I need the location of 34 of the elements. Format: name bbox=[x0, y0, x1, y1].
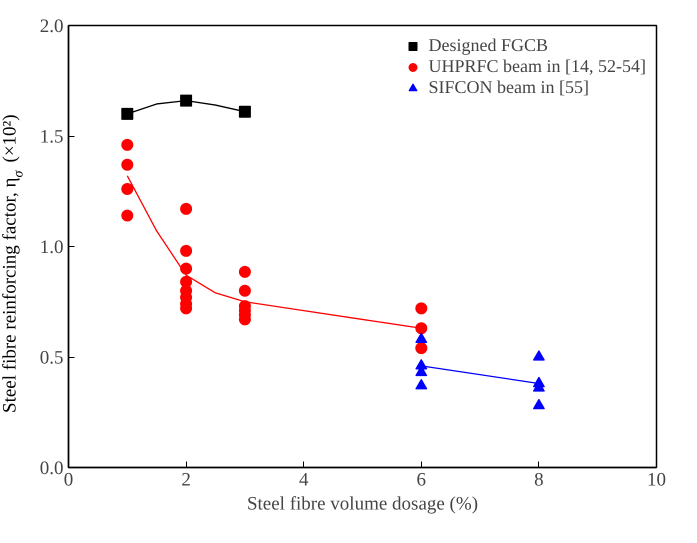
point bbox=[415, 322, 428, 334]
y-tick-label: 1.0 bbox=[40, 237, 64, 258]
x-tick-label: 4 bbox=[298, 470, 309, 490]
y-axis-title: Steel fibre reinforcing factor, ησ (×10²) bbox=[0, 114, 26, 413]
x-axis-title: Steel fibre volume dosage (%) bbox=[246, 494, 478, 514]
point bbox=[121, 108, 134, 120]
point bbox=[180, 244, 192, 257]
x-tick-label: 10 bbox=[647, 470, 666, 490]
legend-label: SIFCON beam in [55] bbox=[428, 77, 589, 98]
point bbox=[121, 158, 134, 171]
point bbox=[121, 210, 134, 222]
y-tick-label: 0.5 bbox=[40, 348, 64, 368]
y-tick-label: 2.0 bbox=[40, 16, 64, 37]
point bbox=[238, 266, 251, 278]
x-tick-label: 8 bbox=[534, 470, 544, 490]
point bbox=[238, 106, 251, 118]
legend-label: UHPRFC beam in [14, 52-54] bbox=[428, 56, 646, 77]
point bbox=[415, 332, 428, 343]
point bbox=[180, 202, 192, 215]
point bbox=[415, 342, 428, 354]
point bbox=[180, 262, 192, 275]
point bbox=[121, 138, 134, 151]
point bbox=[415, 378, 428, 390]
point bbox=[415, 302, 428, 314]
legend-label: Designed FGCB bbox=[428, 35, 548, 56]
y-tick-label: 1.5 bbox=[40, 126, 64, 148]
point bbox=[238, 284, 251, 297]
point bbox=[121, 183, 134, 196]
x-tick-label: 2 bbox=[181, 470, 191, 490]
x-tick-label: 6 bbox=[416, 470, 426, 490]
point bbox=[532, 398, 545, 410]
point bbox=[532, 350, 545, 361]
x-tick-label: 0 bbox=[64, 470, 74, 490]
y-tick-label: 0.0 bbox=[40, 458, 64, 479]
